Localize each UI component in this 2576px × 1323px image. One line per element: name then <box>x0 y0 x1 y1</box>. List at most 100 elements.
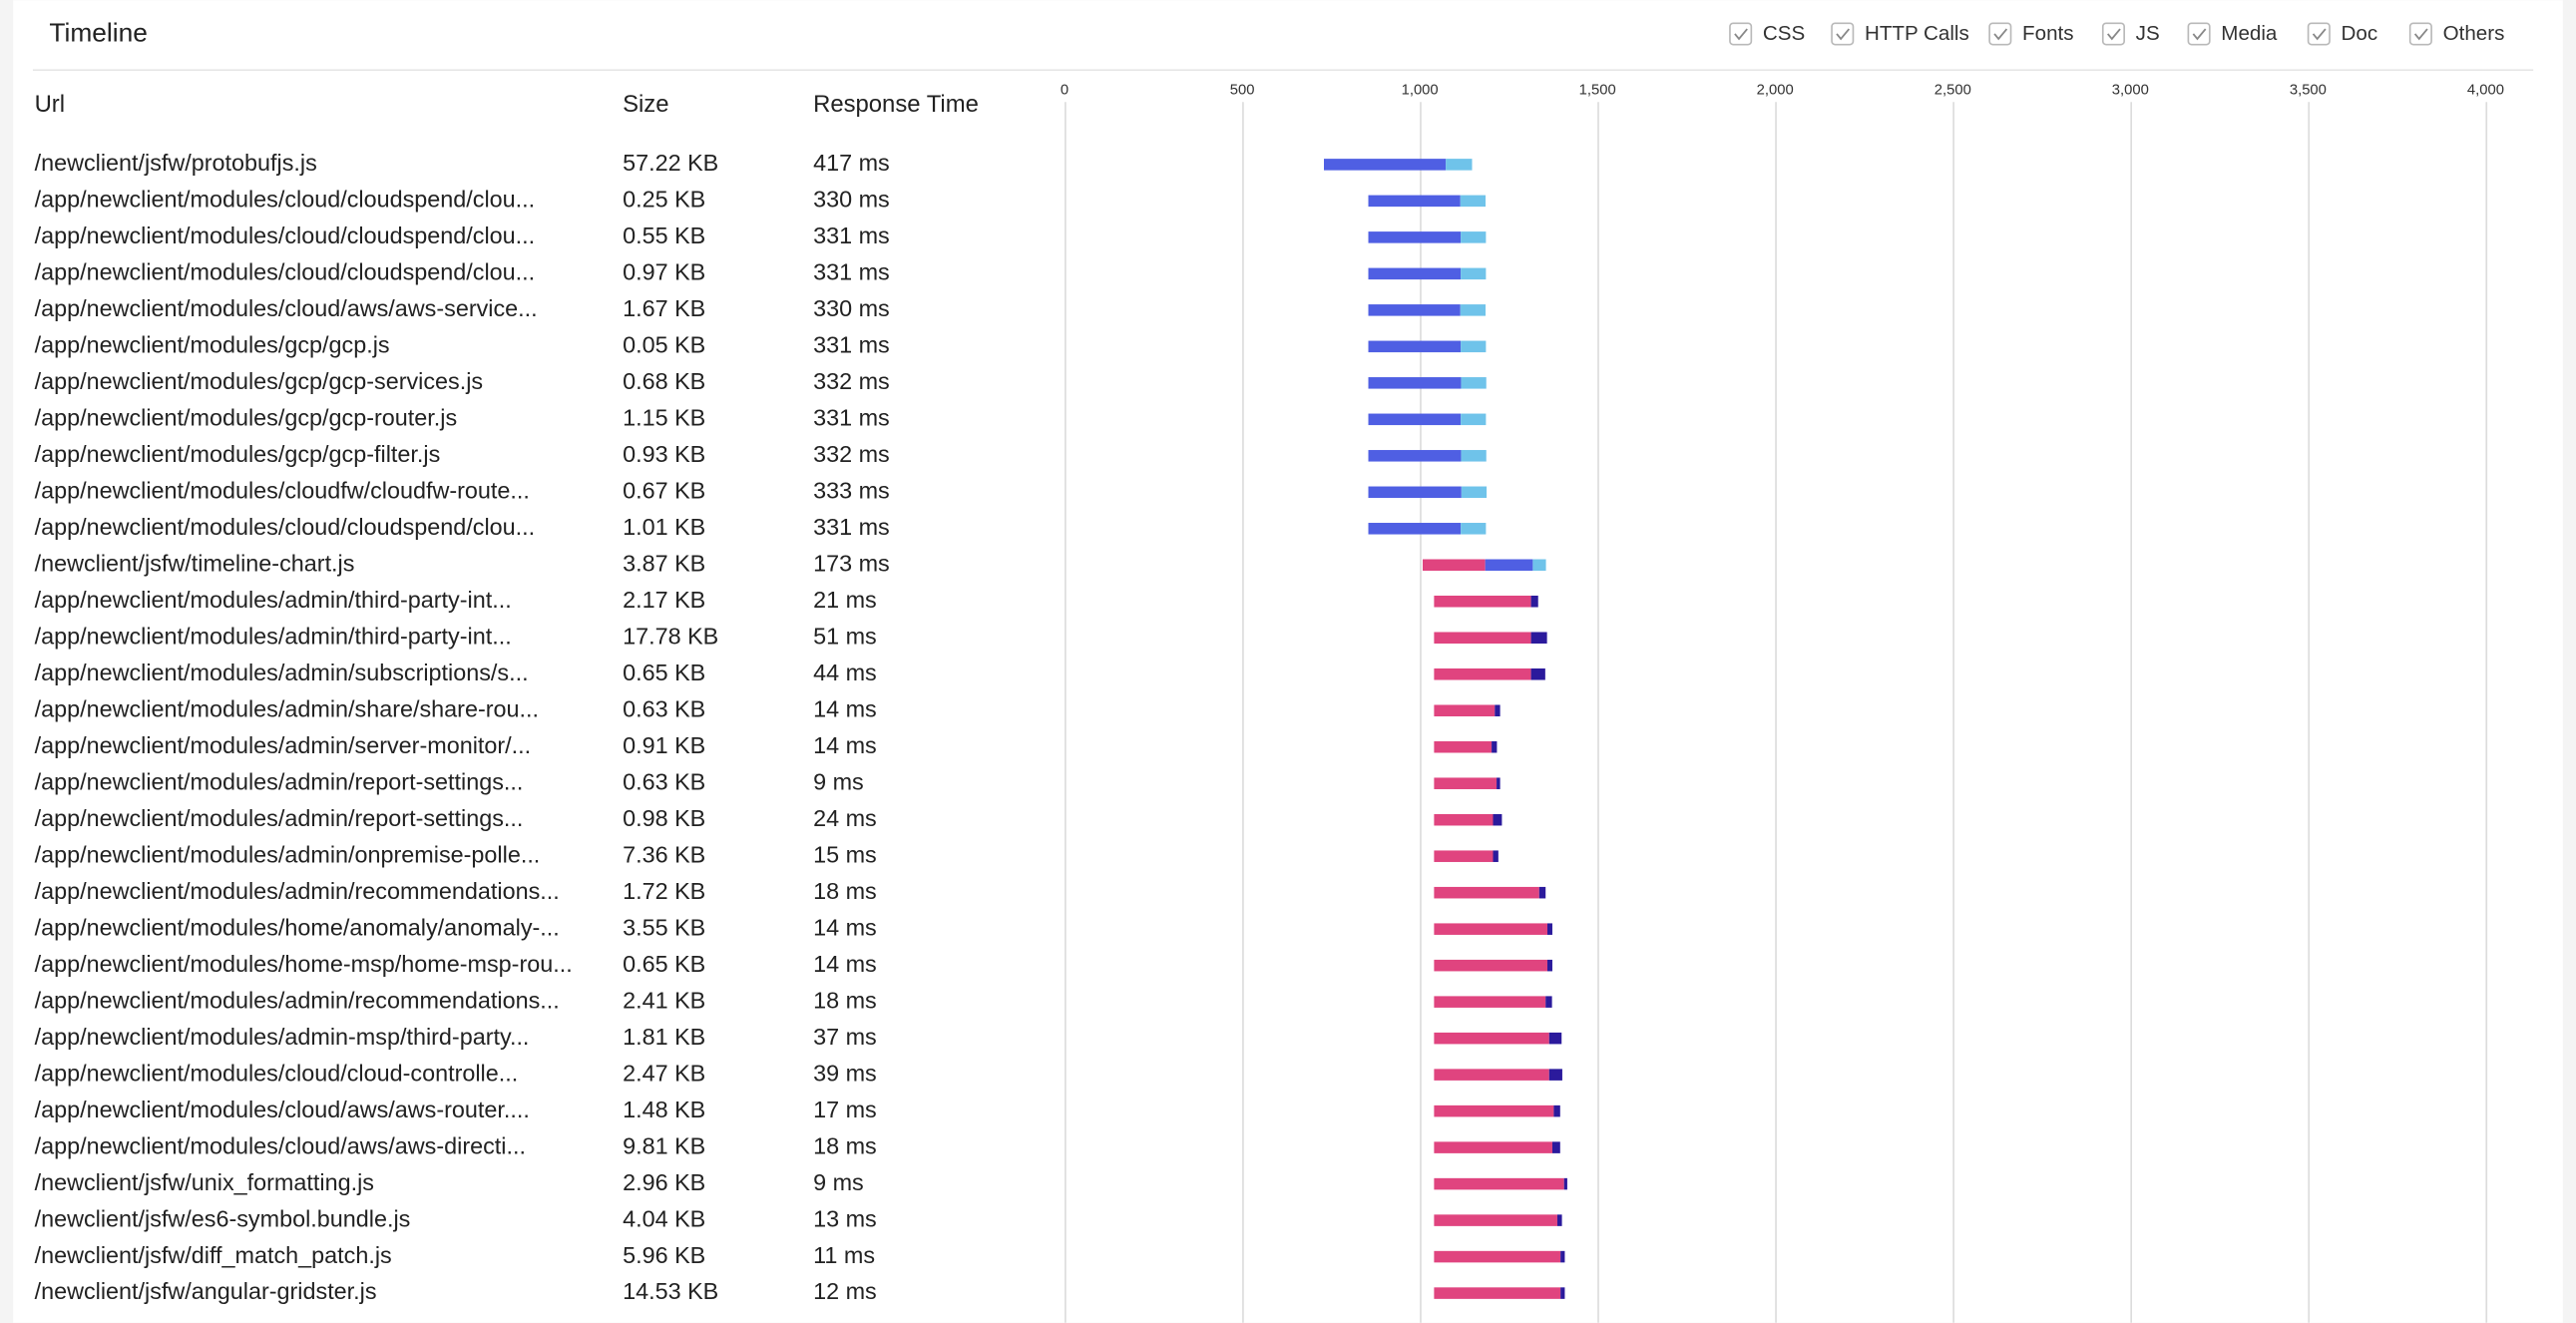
filter-label[interactable]: Fonts <box>2022 22 2073 45</box>
table-row[interactable]: /newclient/jsfw/angular-gridster.js 14.53… <box>35 1278 1565 1304</box>
timeline-segment <box>1368 340 1462 353</box>
response-time-cell: 9 ms <box>813 768 864 794</box>
timeline-segment <box>1556 1214 1562 1226</box>
timeline-segment <box>1560 1287 1565 1299</box>
url-cell: /app/newclient/modules/admin/onpremise-p… <box>35 841 541 867</box>
checkmark <box>2413 28 2428 41</box>
column-header: Response Time <box>813 91 979 118</box>
table-row[interactable]: /app/newclient/modules/cloud/cloud-contr… <box>35 1060 1562 1086</box>
checkbox[interactable] <box>1988 22 2012 46</box>
table-row[interactable]: /app/newclient/modules/admin/server-moni… <box>35 732 1498 758</box>
timeline-grid: 0 500 1,000 1,500 2,000 2,500 3,000 3,500 4,000 <box>1061 83 2504 1323</box>
timeline-segment <box>1560 1250 1565 1263</box>
table-row[interactable]: /app/newclient/modules/gcp/gcp.js 0.05 KB… <box>35 332 1487 358</box>
url-cell: /app/newclient/modules/cloud/cloud-contr… <box>35 1060 519 1086</box>
filter-label[interactable]: HTTP Calls <box>1865 22 1969 45</box>
timeline-segment <box>1545 996 1552 1008</box>
timeline-segment <box>1434 1287 1561 1299</box>
table-body: /newclient/jsfw/protobufjs.js 57.22 KB 417… <box>35 150 1567 1304</box>
response-time-cell: 330 ms <box>813 295 890 321</box>
panel-background <box>13 0 2563 1323</box>
timeline-segment <box>1434 740 1493 753</box>
table-row[interactable]: /app/newclient/modules/gcp/gcp-filter.js… <box>35 441 1487 467</box>
table-row[interactable]: /app/newclient/modules/cloud/cloudspend/… <box>35 187 1487 213</box>
checkbox[interactable] <box>2101 22 2125 46</box>
table-row[interactable]: /newclient/jsfw/unix_formatting.js 2.96 K… <box>35 1169 1567 1195</box>
checkbox[interactable] <box>2187 22 2211 46</box>
timeline-segment <box>1434 1214 1557 1226</box>
table-row[interactable]: /app/newclient/modules/admin/report-sett… <box>35 805 1503 831</box>
x-tick-label: 500 <box>1230 83 1255 99</box>
filter-option[interactable]: HTTP Calls <box>1831 22 1969 46</box>
table-row[interactable]: /app/newclient/modules/cloud/cloudspend/… <box>35 259 1487 285</box>
table-row[interactable]: /newclient/jsfw/protobufjs.js 57.22 KB 417… <box>35 150 1473 176</box>
url-cell: /app/newclient/modules/gcp/gcp-services.… <box>35 368 484 394</box>
response-time-cell: 15 ms <box>813 841 877 867</box>
timeline-segment <box>1493 813 1503 826</box>
table-row[interactable]: /app/newclient/modules/admin/third-party… <box>35 587 1538 613</box>
checkbox[interactable] <box>1729 22 1753 46</box>
response-time-cell: 18 ms <box>813 1132 877 1158</box>
checkbox[interactable] <box>1831 22 1855 46</box>
timeline-segment <box>1368 377 1462 389</box>
response-time-cell: 331 ms <box>813 332 890 358</box>
checkmark <box>2312 28 2327 41</box>
timeline-segment <box>1492 740 1498 753</box>
timeline-segment <box>1368 413 1462 426</box>
url-cell: /newclient/jsfw/diff_match_patch.js <box>35 1242 392 1268</box>
table-row[interactable]: /newclient/jsfw/es6-symbol.bundle.js 4.04… <box>35 1205 1562 1231</box>
filter-option[interactable]: Media <box>2187 22 2278 46</box>
table-row[interactable]: /app/newclient/modules/admin/share/share… <box>35 695 1501 721</box>
filter-label[interactable]: CSS <box>1763 22 1805 45</box>
table-row[interactable]: /app/newclient/modules/home-msp/home-msp… <box>35 951 1552 977</box>
table-row[interactable]: /app/newclient/modules/admin/onpremise-p… <box>35 841 1499 867</box>
table-row[interactable]: /app/newclient/modules/cloudfw/cloudfw-r… <box>35 477 1488 503</box>
timeline-segment <box>1434 996 1546 1008</box>
filter-label[interactable]: Media <box>2221 22 2278 45</box>
size-cell: 5.96 KB <box>623 1242 705 1268</box>
table-row[interactable]: /app/newclient/modules/admin-msp/third-p… <box>35 1024 1562 1050</box>
url-cell: /newclient/jsfw/angular-gridster.js <box>35 1278 377 1304</box>
timeline-segment <box>1434 886 1539 899</box>
table-row[interactable]: /newclient/jsfw/diff_match_patch.js 5.96 … <box>35 1242 1565 1268</box>
response-time-cell: 331 ms <box>813 259 890 285</box>
filter-option[interactable]: Others <box>2408 22 2505 46</box>
timeline-segment <box>1324 159 1447 171</box>
filter-option[interactable]: JS <box>2101 22 2160 46</box>
table-row[interactable]: /app/newclient/modules/home/anomaly/anom… <box>35 914 1552 940</box>
table-row[interactable]: /app/newclient/modules/admin/recommendat… <box>35 878 1546 904</box>
table-row[interactable]: /app/newclient/modules/cloud/cloudspend/… <box>35 514 1487 540</box>
filter-option[interactable]: Fonts <box>1988 22 2074 46</box>
table-row[interactable]: /app/newclient/modules/admin/recommendat… <box>35 987 1552 1013</box>
filter-label[interactable]: JS <box>2136 22 2160 45</box>
filter-option[interactable]: Doc <box>2307 22 2378 46</box>
response-time-cell: 17 ms <box>813 1097 877 1122</box>
table-row[interactable]: /app/newclient/modules/gcp/gcp-services.… <box>35 368 1487 394</box>
filter-label[interactable]: Others <box>2443 22 2505 45</box>
table-row[interactable]: /app/newclient/modules/cloud/aws/aws-dir… <box>35 1132 1560 1158</box>
size-cell: 2.17 KB <box>623 587 705 613</box>
url-cell: /app/newclient/modules/gcp/gcp.js <box>35 332 390 358</box>
table-row[interactable]: /app/newclient/modules/admin/third-party… <box>35 623 1547 649</box>
timeline-segment <box>1461 340 1487 353</box>
url-cell: /app/newclient/modules/gcp/gcp-filter.js <box>35 441 441 467</box>
timeline-segment <box>1461 231 1487 243</box>
filter-option[interactable]: CSS <box>1729 22 1805 46</box>
table-row[interactable]: /app/newclient/modules/cloud/aws/aws-rou… <box>35 1097 1560 1122</box>
table-row[interactable]: /app/newclient/modules/cloud/aws/aws-ser… <box>35 295 1487 321</box>
panel-title: Timeline <box>49 18 148 48</box>
size-cell: 2.41 KB <box>623 987 705 1013</box>
table-row[interactable]: /app/newclient/modules/gcp/gcp-router.js… <box>35 404 1487 430</box>
checkbox[interactable] <box>2408 22 2432 46</box>
table-row[interactable]: /app/newclient/modules/admin/subscriptio… <box>35 660 1545 685</box>
checkbox[interactable] <box>2307 22 2331 46</box>
filter-label[interactable]: Doc <box>2342 22 2378 45</box>
response-time-cell: 173 ms <box>813 550 890 576</box>
table-row[interactable]: /app/newclient/modules/cloud/cloudspend/… <box>35 222 1487 248</box>
checkmark <box>2106 28 2121 41</box>
table-row[interactable]: /app/newclient/modules/admin/report-sett… <box>35 768 1501 794</box>
size-cell: 7.36 KB <box>623 841 705 867</box>
table-row[interactable]: /newclient/jsfw/timeline-chart.js 3.87 KB… <box>35 550 1546 576</box>
size-cell: 57.22 KB <box>623 150 718 176</box>
